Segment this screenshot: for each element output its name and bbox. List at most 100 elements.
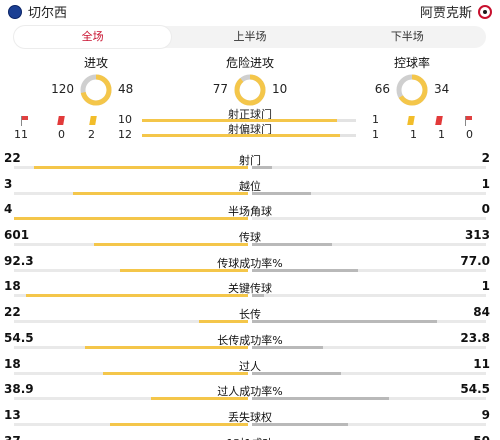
yellow-card-icon bbox=[407, 116, 415, 125]
stat-away-bar bbox=[252, 243, 333, 247]
stat-row: 4 半场角球 0 bbox=[0, 201, 500, 227]
away-corners-count: 0 bbox=[466, 128, 473, 141]
corner-flag-icon bbox=[464, 116, 474, 126]
possession-home-value: 66 bbox=[374, 82, 390, 96]
on-target-bar-fill bbox=[142, 119, 337, 122]
tab-full-match[interactable]: 全场 bbox=[14, 26, 172, 48]
attack-home-value: 120 bbox=[51, 82, 74, 96]
stat-home-bar bbox=[109, 422, 248, 426]
stat-home-track bbox=[14, 371, 248, 375]
stat-row: 22 长传 84 bbox=[0, 304, 500, 330]
stat-away-value: 313 bbox=[464, 228, 490, 243]
stat-away-value: 9 bbox=[481, 407, 490, 422]
attack-away-value: 48 bbox=[118, 82, 134, 96]
stat-away-track bbox=[252, 217, 486, 221]
stat-home-value: 22 bbox=[4, 305, 21, 320]
stat-home-bar bbox=[72, 191, 248, 195]
stat-row: 22 射门 2 bbox=[0, 150, 500, 176]
away-yellow-count: 1 bbox=[410, 128, 417, 141]
yellow-card-icon bbox=[89, 116, 97, 125]
stats-list: 22 射门 2 3 越位 1 4 半场角球 0 601 传球 313 92.3 传球成功率% 77.0 18 关… bbox=[0, 150, 500, 440]
stat-away-track bbox=[252, 166, 486, 169]
stat-home-value: 4 bbox=[4, 202, 13, 217]
stat-label: 传球成功率% bbox=[217, 256, 283, 270]
stat-home-value: 13 bbox=[4, 407, 21, 422]
stat-home-track bbox=[14, 243, 248, 247]
stat-away-track bbox=[252, 345, 486, 349]
donut-home-arc bbox=[80, 74, 112, 106]
possession-donut: 控球率 66 34 bbox=[352, 54, 472, 106]
off-target-label: 射偏球门 bbox=[228, 123, 272, 136]
stat-away-bar bbox=[252, 397, 389, 401]
corner-flag-icon bbox=[20, 116, 30, 126]
off-target-bar-fill bbox=[142, 134, 340, 137]
shots-panel: 11 0 2 10 12 射正球门 射偏球门 1 1 1 1 0 bbox=[0, 108, 500, 142]
on-target-label: 射正球门 bbox=[228, 108, 272, 121]
red-card-icon bbox=[57, 116, 65, 125]
attack-donut: 进攻 120 48 bbox=[36, 54, 156, 106]
stat-away-bar bbox=[252, 268, 359, 272]
period-tabs: 全场 上半场 下半场 bbox=[14, 26, 486, 48]
away-team[interactable]: 阿贾克斯 bbox=[420, 2, 492, 21]
tab-second-half[interactable]: 下半场 bbox=[390, 30, 424, 43]
stat-away-value: 0 bbox=[481, 202, 490, 217]
stat-away-bar bbox=[252, 371, 341, 375]
stat-home-bar bbox=[33, 166, 248, 169]
home-team[interactable]: 切尔西 bbox=[8, 2, 67, 21]
stat-label: 过人 bbox=[239, 359, 261, 373]
stat-home-bar bbox=[14, 217, 248, 221]
stat-label: 过人成功率% bbox=[217, 385, 283, 399]
possession-donut-chart bbox=[396, 74, 428, 106]
chelsea-crest-icon bbox=[8, 4, 22, 19]
match-header: 切尔西 阿贾克斯 bbox=[0, 0, 500, 22]
away-on-target-value: 1 bbox=[372, 113, 379, 126]
stat-row: 18 过人 11 bbox=[0, 356, 500, 382]
stat-home-value: 22 bbox=[4, 151, 21, 165]
stat-home-value: 37 bbox=[4, 434, 21, 440]
stat-home-value: 54.5 bbox=[4, 330, 34, 345]
stat-home-bar bbox=[85, 345, 248, 349]
stat-home-bar bbox=[26, 294, 248, 298]
stat-home-track bbox=[14, 422, 248, 426]
stat-home-bar bbox=[150, 397, 248, 401]
stat-home-value: 3 bbox=[4, 176, 13, 191]
stat-label: 关键传球 bbox=[228, 282, 272, 296]
home-yellow-count: 2 bbox=[88, 128, 95, 141]
stat-row: 601 传球 313 bbox=[0, 227, 500, 253]
away-team-name: 阿贾克斯 bbox=[419, 6, 472, 21]
stat-home-value: 18 bbox=[4, 279, 21, 294]
stat-away-track bbox=[252, 397, 486, 401]
tab-first-half[interactable]: 上半场 bbox=[233, 30, 267, 43]
stat-row: 37 1对1成功 50 bbox=[0, 433, 500, 440]
stat-away-track bbox=[252, 371, 486, 375]
stat-row: 92.3 传球成功率% 77.0 bbox=[0, 253, 500, 279]
stat-row: 18 关键传球 1 bbox=[0, 278, 500, 304]
stat-away-track bbox=[252, 294, 486, 298]
stat-home-value: 92.3 bbox=[4, 253, 34, 268]
stat-label: 射门 bbox=[239, 154, 261, 167]
off-target-bar bbox=[142, 134, 356, 137]
stat-away-track bbox=[252, 191, 486, 195]
stat-away-track bbox=[252, 243, 486, 247]
stat-home-track bbox=[14, 268, 248, 272]
dangerous-attack-home-value: 77 bbox=[212, 82, 228, 96]
stat-away-value: 2 bbox=[481, 151, 490, 165]
stat-home-bar bbox=[199, 320, 248, 324]
stat-label: 长传 bbox=[239, 308, 261, 322]
stat-row: 13 丢失球权 9 bbox=[0, 407, 500, 433]
stat-label: 越位 bbox=[239, 179, 261, 193]
home-corners-count: 11 bbox=[14, 128, 28, 141]
stat-home-bar bbox=[102, 371, 248, 375]
stat-home-value: 18 bbox=[4, 356, 21, 371]
stat-home-track bbox=[14, 191, 248, 195]
stat-home-track bbox=[14, 217, 248, 221]
stat-label: 1对1成功 bbox=[150, 435, 350, 440]
stat-away-value: 50 bbox=[473, 434, 490, 440]
away-red-count: 1 bbox=[438, 128, 445, 141]
stat-row: 38.9 过人成功率% 54.5 bbox=[0, 381, 500, 407]
attack-donut-chart bbox=[80, 74, 112, 106]
stat-home-value: 601 bbox=[4, 228, 30, 243]
stat-away-bar bbox=[252, 166, 272, 169]
possession-title: 控球率 bbox=[393, 56, 430, 70]
stat-home-track bbox=[14, 345, 248, 349]
